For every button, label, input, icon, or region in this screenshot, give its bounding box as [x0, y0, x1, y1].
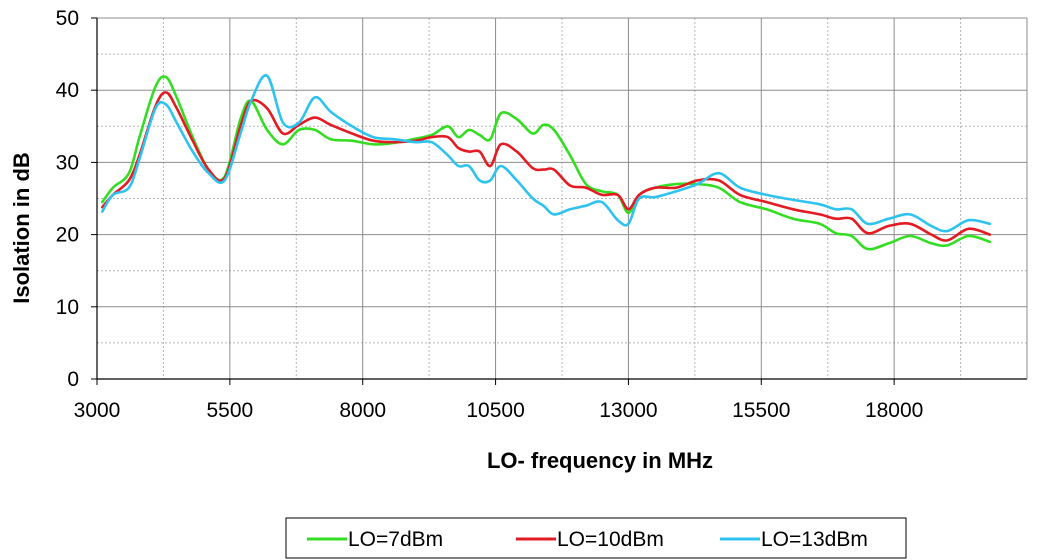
x-tick-label: 15500 — [732, 399, 790, 422]
series-line-3 — [101, 74, 992, 233]
legend-frame — [285, 517, 907, 559]
y-tick-label: 20 — [56, 224, 79, 247]
legend: LO=7dBm LO=10dBm LO=13dBm — [285, 517, 907, 559]
x-tick-label: 10500 — [466, 399, 524, 422]
y-axis-ticks: 0 10 20 30 40 50 — [56, 7, 97, 391]
y-tick-label: 50 — [56, 7, 79, 30]
x-tick-label: 3000 — [74, 399, 121, 422]
grid-lines — [97, 17, 1027, 380]
x-tick-label: 8000 — [339, 399, 386, 422]
x-tick-label: 13000 — [599, 399, 657, 422]
x-axis-title: LO- frequency in MHz — [487, 448, 713, 473]
y-tick-label: 0 — [67, 368, 79, 391]
y-tick-label: 10 — [56, 296, 79, 319]
y-axis-title: Isolation in dB — [9, 152, 34, 304]
legend-label-2: LO=10dBm — [557, 528, 664, 551]
x-tick-label: 5500 — [206, 399, 253, 422]
legend-label-1: LO=7dBm — [348, 528, 443, 551]
series-layer — [101, 74, 992, 251]
y-tick-label: 30 — [56, 151, 79, 174]
x-axis-ticks: 3000 5500 8000 10500 13000 15500 18000 — [74, 379, 923, 422]
x-tick-label: 18000 — [865, 399, 923, 422]
plot-area — [96, 18, 1028, 380]
legend-label-3: LO=13dBm — [761, 528, 868, 551]
y-tick-label: 40 — [56, 79, 79, 102]
series-line-2 — [101, 91, 992, 242]
